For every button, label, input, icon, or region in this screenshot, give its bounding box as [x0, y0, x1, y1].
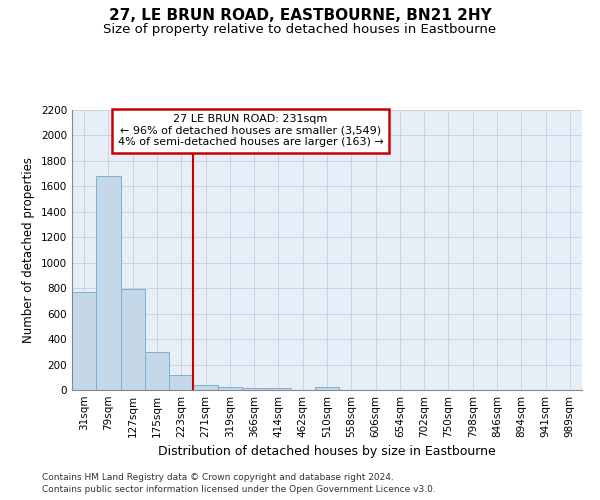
X-axis label: Distribution of detached houses by size in Eastbourne: Distribution of detached houses by size … [158, 446, 496, 458]
Text: Contains HM Land Registry data © Crown copyright and database right 2024.: Contains HM Land Registry data © Crown c… [42, 472, 394, 482]
Bar [169, 376, 193, 390]
Text: 27 LE BRUN ROAD: 231sqm
← 96% of detached houses are smaller (3,549)
4% of semi-: 27 LE BRUN ROAD: 231sqm ← 96% of detache… [118, 114, 383, 148]
Bar [72, 292, 96, 390]
Bar [121, 289, 145, 390]
Bar [266, 388, 290, 390]
Bar [242, 388, 266, 390]
Bar [193, 385, 218, 390]
Bar [218, 387, 242, 390]
Text: 27, LE BRUN ROAD, EASTBOURNE, BN21 2HY: 27, LE BRUN ROAD, EASTBOURNE, BN21 2HY [109, 8, 491, 22]
Text: Contains public sector information licensed under the Open Government Licence v3: Contains public sector information licen… [42, 485, 436, 494]
Text: Size of property relative to detached houses in Eastbourne: Size of property relative to detached ho… [103, 22, 497, 36]
Bar [96, 176, 121, 390]
Bar [315, 387, 339, 390]
Bar [145, 352, 169, 390]
Y-axis label: Number of detached properties: Number of detached properties [22, 157, 35, 343]
